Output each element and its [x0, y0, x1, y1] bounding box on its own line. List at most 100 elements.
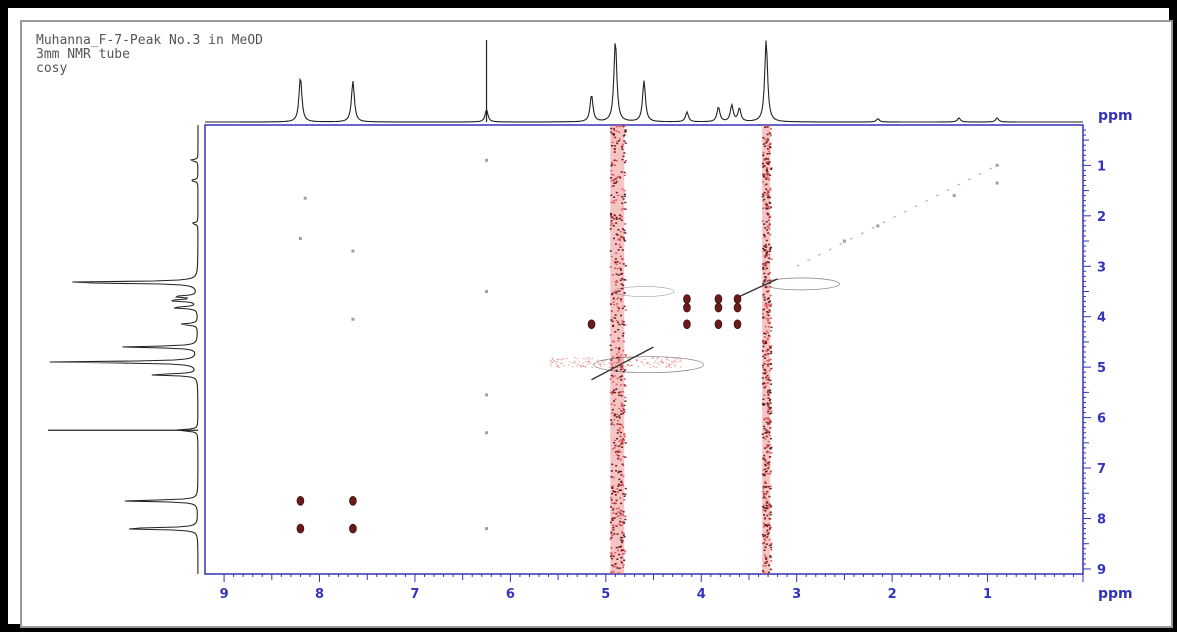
streak-speck — [767, 432, 770, 435]
streak-speck — [770, 258, 773, 260]
streak-speck — [613, 340, 616, 343]
streak-speck — [621, 307, 624, 310]
streak-speck — [614, 182, 617, 184]
streak-speck — [767, 360, 770, 362]
streak-speck — [768, 161, 771, 163]
streak-speck — [764, 276, 767, 278]
streak-speck — [614, 524, 617, 527]
streak-speck — [617, 175, 620, 178]
streak-speck — [610, 179, 613, 182]
streak-speck — [615, 453, 618, 456]
streak-speck — [612, 128, 615, 130]
streak-speck — [769, 363, 772, 366]
streak-speck — [614, 494, 617, 496]
streak-speck — [766, 171, 769, 173]
x-axis: 9 8 7 6 5 4 3 2 1 — [220, 574, 1084, 602]
streak-speck — [770, 544, 773, 546]
noise-speck — [666, 357, 669, 359]
streak-speck — [611, 492, 614, 495]
streak-speck — [615, 470, 618, 472]
streak-speck — [767, 160, 770, 163]
streak-speck — [620, 402, 623, 405]
weak-peak — [485, 289, 489, 293]
streak-speck — [611, 133, 614, 135]
streak-speck — [613, 375, 616, 377]
streak-speck — [614, 292, 617, 294]
streak-speck — [762, 506, 765, 508]
streak-speck — [762, 436, 765, 439]
noise-speck — [618, 359, 621, 361]
noise-speck — [656, 357, 659, 359]
streak-speck — [765, 354, 768, 356]
streak-speck — [613, 129, 616, 132]
noise-speck — [576, 357, 579, 359]
streak-speck — [611, 340, 614, 343]
top-projection-spectrum — [205, 40, 1083, 123]
streak-speck — [616, 558, 619, 560]
streak-speck — [765, 497, 768, 500]
noise-speck — [651, 358, 653, 360]
streak-speck — [624, 396, 627, 399]
streak-speck — [620, 365, 623, 367]
noise-speck — [665, 362, 668, 364]
streak-speck — [618, 440, 621, 442]
streak-speck — [769, 294, 772, 297]
streak-speck — [622, 335, 625, 337]
streak-speck — [620, 219, 623, 222]
streak-speck — [612, 296, 615, 299]
streak-speck — [614, 261, 617, 264]
noise-speck — [559, 362, 562, 364]
streak-speck — [765, 531, 768, 533]
streak-speck — [624, 442, 627, 444]
streak-speck — [768, 503, 771, 506]
streak-speck — [620, 394, 623, 397]
streak-speck — [763, 198, 766, 201]
streak-speck — [764, 332, 767, 335]
noise-speck — [600, 364, 602, 366]
streak-speck — [623, 238, 626, 241]
streak-speck — [621, 539, 624, 542]
streak-speck — [766, 126, 769, 128]
streak-speck — [618, 445, 621, 447]
streak-speck — [621, 446, 624, 448]
noise-speck — [550, 360, 552, 362]
streak-speck — [766, 490, 769, 493]
streak-speck — [624, 142, 627, 144]
streak-speck — [765, 503, 768, 505]
streak-speck — [766, 524, 769, 526]
cross-peak — [714, 319, 723, 330]
noise-speck — [629, 365, 632, 367]
noise-speck — [587, 360, 590, 362]
streak-speck — [767, 467, 770, 470]
streak-speck — [761, 433, 764, 435]
streak-speck — [763, 280, 766, 282]
streak-speck — [766, 365, 769, 367]
noise-speck — [602, 361, 604, 363]
noise-speck — [668, 364, 670, 366]
noise-speck — [613, 361, 615, 363]
streak-speck — [767, 423, 770, 425]
streak-speck — [765, 501, 768, 504]
streak-speck — [763, 236, 766, 239]
streak-speck — [767, 314, 770, 317]
streak-speck — [616, 567, 619, 569]
streak-speck — [613, 137, 616, 139]
streak-speck — [622, 407, 625, 410]
streak-speck — [615, 502, 618, 504]
streak-speck — [613, 237, 616, 240]
streak-speck — [762, 509, 765, 512]
streak-speck — [623, 231, 626, 234]
streak-speck — [623, 378, 626, 380]
streak-speck — [618, 323, 621, 326]
solvent-streak — [609, 125, 627, 574]
streak-speck — [761, 383, 764, 385]
streak-speck — [767, 418, 770, 421]
streak-speck — [762, 341, 765, 344]
streak-speck — [610, 194, 613, 197]
weak-peak — [485, 431, 489, 435]
streak-speck — [768, 495, 771, 498]
noise-speck — [675, 358, 677, 360]
x-tick-label: 1 — [983, 587, 992, 602]
streak-speck — [622, 513, 625, 516]
streak-speck — [615, 319, 618, 322]
